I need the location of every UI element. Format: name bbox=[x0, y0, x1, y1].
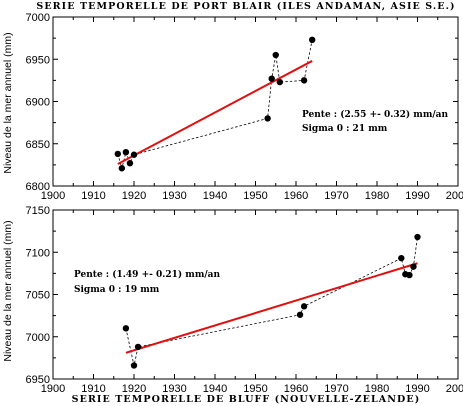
top-y-tick-label: 6950 bbox=[26, 54, 50, 66]
top-x-tick-label: 1980 bbox=[365, 190, 389, 202]
bottom-y-tick-label: 7100 bbox=[26, 247, 50, 259]
bottom-slope-annotation: Pente : (1.49 +- 0.21) mm/an bbox=[74, 269, 220, 280]
bottom-data-point bbox=[414, 233, 421, 241]
bottom-x-tick-label: 1960 bbox=[284, 383, 308, 395]
bottom-y-tick-label: 6950 bbox=[26, 374, 50, 386]
top-data-point bbox=[300, 77, 308, 84]
bottom-y-tick-label: 7150 bbox=[26, 205, 50, 217]
bottom-data-point bbox=[122, 325, 130, 332]
bottom-data-point bbox=[300, 303, 308, 310]
bottom-x-tick-label: 1920 bbox=[122, 383, 146, 395]
top-y-tick-label: 6800 bbox=[26, 181, 50, 193]
top-data-point bbox=[268, 75, 275, 82]
bottom-data-point bbox=[130, 362, 138, 369]
top-data-point bbox=[276, 78, 283, 86]
bottom-series-line bbox=[125, 236, 418, 366]
bottom-plot-area: 1900 1910 1920 1930 1940 1950 1960 1970 1980 1990… bbox=[26, 205, 463, 395]
top-sigma-annotation: Sigma 0 : 21 mm bbox=[302, 124, 388, 134]
top-y-tick-label: 6900 bbox=[26, 97, 50, 109]
bottom-data-point bbox=[410, 263, 417, 270]
top-data-point bbox=[272, 51, 279, 59]
top-data-point bbox=[122, 149, 130, 156]
top-slope-annotation: Pente : (2.55 +- 0.32) mm/an bbox=[302, 109, 448, 120]
top-y-tick-label: 6850 bbox=[26, 139, 50, 151]
bottom-x-tick-label: 1900 bbox=[41, 383, 65, 395]
bottom-x-tick-label: 1980 bbox=[365, 383, 389, 395]
bottom-x-tick-label: 1970 bbox=[324, 383, 348, 395]
bottom-x-tick-label: 1930 bbox=[162, 383, 186, 395]
bottom-data-point bbox=[398, 254, 405, 262]
top-data-point bbox=[309, 36, 316, 44]
bottom-y-tick-label: 7050 bbox=[26, 290, 50, 302]
bottom-y-axis-label: Niveau de la mer annuel (mm) bbox=[2, 220, 14, 361]
top-data-point bbox=[126, 159, 134, 167]
bottom-fit-line bbox=[125, 262, 418, 354]
top-x-tick-label: 1910 bbox=[81, 190, 105, 202]
top-x-tick-label: 2000 bbox=[446, 190, 463, 202]
top-x-tick-label: 1940 bbox=[203, 190, 227, 202]
top-data-point bbox=[114, 150, 122, 158]
bottom-y-tick-label: 7000 bbox=[26, 332, 50, 344]
bottom-data-point bbox=[406, 271, 413, 279]
bottom-data-point bbox=[134, 343, 142, 351]
top-x-tick-label: 1990 bbox=[405, 190, 429, 202]
bottom-x-tick-label: 1910 bbox=[81, 383, 105, 395]
top-data-point bbox=[130, 151, 138, 158]
top-y-axis-label: Niveau de la mer annuel (mm) bbox=[2, 32, 14, 173]
top-chart-title: SERIE TEMPORELLE DE PORT BLAIR (ILES AND… bbox=[36, 1, 455, 12]
top-plot-frame bbox=[52, 16, 459, 187]
top-fit-line bbox=[117, 60, 313, 165]
top-data-point bbox=[264, 115, 271, 122]
top-x-tick-label: 1970 bbox=[324, 190, 348, 202]
bottom-chart-title: SERIE TEMPORELLE DE BLUFF (NOUVELLE-ZELA… bbox=[72, 394, 421, 405]
top-plot-area: 1900 1910 1920 1930 1940 1950 1960 1970 1980 1990… bbox=[26, 12, 463, 202]
top-x-tick-label: 1960 bbox=[284, 190, 308, 202]
bottom-x-tick-label: 1940 bbox=[203, 383, 227, 395]
top-x-tick-label: 1930 bbox=[162, 190, 186, 202]
bottom-data-point bbox=[296, 311, 304, 318]
top-x-tick-label: 1950 bbox=[243, 190, 267, 202]
top-x-tick-label: 1920 bbox=[122, 190, 146, 202]
bottom-x-tick-label: 2000 bbox=[446, 383, 463, 395]
bottom-sigma-annotation: Sigma 0 : 19 mm bbox=[74, 285, 160, 295]
bottom-x-tick-label: 1990 bbox=[405, 383, 429, 395]
top-x-tick-label: 1900 bbox=[41, 190, 65, 202]
top-y-tick-label: 7000 bbox=[26, 12, 50, 24]
top-data-point bbox=[118, 165, 126, 172]
bottom-x-tick-label: 1950 bbox=[243, 383, 267, 395]
